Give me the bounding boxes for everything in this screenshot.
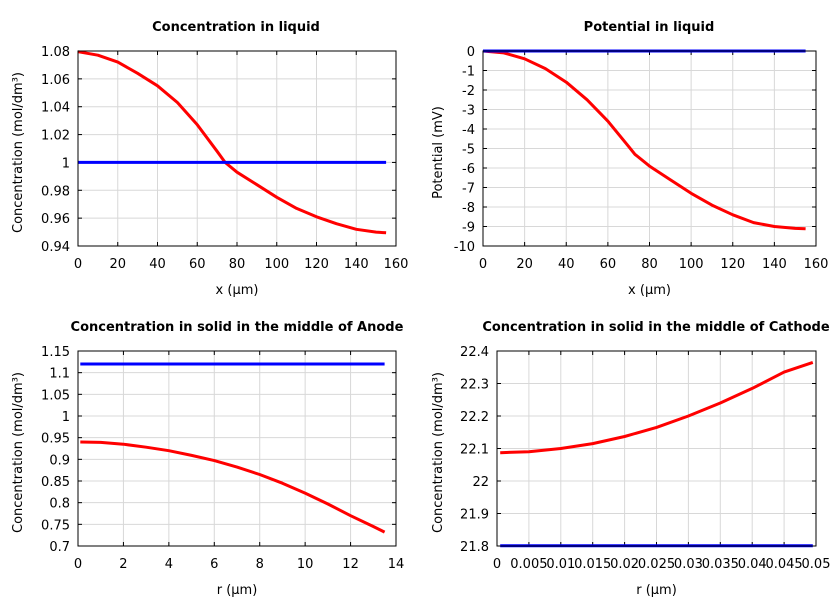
x-tick-label: 0.04 — [738, 557, 767, 572]
x-tick-label: 60 — [189, 257, 206, 272]
y-tick-label: -9 — [462, 221, 475, 236]
x-tick-label: 2 — [119, 557, 127, 572]
chart-title: Potential in liquid — [584, 20, 715, 35]
y-tick-label: 22.1 — [460, 443, 489, 458]
y-tick-label: -7 — [462, 182, 475, 197]
y-tick-label: 21.8 — [460, 540, 489, 555]
y-tick-label: 0.94 — [41, 240, 70, 255]
y-tick-label: -8 — [462, 201, 475, 216]
x-tick-label: 20 — [109, 257, 126, 272]
x-tick-label: 60 — [600, 257, 617, 272]
x-tick-label: 0 — [493, 557, 501, 572]
y-tick-label: 0.85 — [41, 475, 70, 490]
y-tick-label: 0.9 — [49, 453, 70, 468]
y-tick-label: 0.7 — [49, 540, 70, 555]
x-tick-label: 0.015 — [574, 557, 611, 572]
x-axis-label: r (µm) — [636, 583, 677, 598]
x-tick-label: 0.03 — [674, 557, 703, 572]
x-tick-label: 0.005 — [510, 557, 547, 572]
x-tick-label: 160 — [804, 257, 829, 272]
chart-4: 0 0.0050.010.0150.020.0250.030.0350.040.0… — [431, 320, 830, 598]
series-line-1 — [500, 360, 814, 455]
x-tick-label: 6 — [210, 557, 218, 572]
y-tick-label: 0.95 — [41, 432, 70, 447]
y-tick-label: 1.06 — [41, 73, 70, 88]
plot-frame — [77, 50, 397, 247]
y-tick-label: 0.75 — [41, 518, 70, 533]
y-tick-label: 1.02 — [41, 129, 70, 144]
series-line-1 — [77, 50, 387, 235]
x-tick-label: 10 — [297, 557, 314, 572]
y-axis-label: Concentration (mol/dm³) — [11, 372, 26, 533]
y-tick-label: -6 — [462, 162, 475, 177]
chart-title: Concentration in solid in the middle of … — [71, 320, 404, 335]
series-line-1 — [482, 49, 806, 231]
y-tick-label: -3 — [462, 104, 475, 119]
y-tick-label: -5 — [462, 143, 475, 158]
plot-frame — [482, 50, 817, 247]
series-line-1 — [80, 440, 386, 534]
x-tick-label: 0.02 — [610, 557, 639, 572]
y-tick-label: 1.08 — [41, 45, 70, 60]
x-tick-label: 0 — [479, 257, 487, 272]
y-tick-label: 0 — [467, 45, 475, 60]
y-tick-label: -10 — [454, 240, 475, 255]
x-tick-label: 0.05 — [802, 557, 831, 572]
y-tick-label: 22.4 — [460, 345, 489, 360]
y-tick-label: -4 — [462, 123, 475, 138]
x-tick-label: 80 — [229, 257, 246, 272]
x-tick-label: 120 — [304, 257, 329, 272]
y-tick-label: 1.05 — [41, 388, 70, 403]
x-tick-label: 80 — [641, 257, 658, 272]
plot-frame — [77, 350, 397, 547]
chart-1: 0 20 40 60 80 100 120 140 160 0.94 0.96 0.98 1 1.02 1.… — [11, 20, 408, 298]
x-tick-label: 40 — [149, 257, 166, 272]
y-tick-label: 21.9 — [460, 508, 489, 523]
x-tick-label: 12 — [342, 557, 359, 572]
x-tick-label: 20 — [516, 257, 533, 272]
x-tick-label: 100 — [679, 257, 704, 272]
y-tick-label: 1 — [62, 156, 70, 171]
x-tick-label: 14 — [388, 557, 405, 572]
y-tick-label: 1.1 — [49, 367, 70, 382]
x-axis-label: r (µm) — [217, 583, 258, 598]
y-tick-label: 1.15 — [41, 345, 70, 360]
x-tick-label: 140 — [344, 257, 369, 272]
y-tick-label: 22.2 — [460, 410, 489, 425]
chart-title: Concentration in liquid — [152, 20, 320, 35]
y-tick-label: -2 — [462, 84, 475, 99]
y-axis-label: Potential (mV) — [431, 106, 446, 199]
y-axis-label: Concentration (mol/dm³) — [11, 72, 26, 233]
x-axis-label: x (µm) — [216, 283, 259, 298]
y-tick-label: 1.04 — [41, 101, 70, 116]
x-tick-label: 0 — [74, 257, 82, 272]
x-tick-label: 0 — [74, 557, 82, 572]
x-tick-label: 8 — [256, 557, 264, 572]
x-tick-label: 40 — [558, 257, 575, 272]
y-axis-label: Concentration (mol/dm³) — [431, 372, 446, 533]
y-tick-label: 0.98 — [41, 184, 70, 199]
x-tick-label: 4 — [165, 557, 173, 572]
x-tick-label: 0.045 — [765, 557, 802, 572]
chart-title: Concentration in solid in the middle of … — [482, 320, 830, 335]
chart-2: 0 20 40 60 80 100 120 140 160-10-9-8-7-6-5-4-3-2… — [431, 20, 828, 298]
x-tick-label: 140 — [762, 257, 787, 272]
y-tick-label: 0.96 — [41, 212, 70, 227]
plot-frame — [496, 350, 817, 547]
x-tick-label: 120 — [720, 257, 745, 272]
y-tick-label: 1 — [62, 410, 70, 425]
y-tick-label: -1 — [462, 65, 475, 80]
x-tick-label: 100 — [264, 257, 289, 272]
x-tick-label: 0.025 — [638, 557, 675, 572]
y-tick-label: 0.8 — [49, 497, 70, 512]
y-tick-label: 22.3 — [460, 378, 489, 393]
x-tick-label: 0.035 — [702, 557, 739, 572]
y-tick-label: 22 — [472, 475, 489, 490]
x-tick-label: 0.01 — [546, 557, 575, 572]
chart-3: 0 2 4 6 8 10 12 14 0.7 0.75 0.8 0.85 0.9 0.95 1 1.05 1.1… — [11, 320, 404, 598]
x-tick-label: 160 — [384, 257, 409, 272]
x-axis-label: x (µm) — [628, 283, 671, 298]
